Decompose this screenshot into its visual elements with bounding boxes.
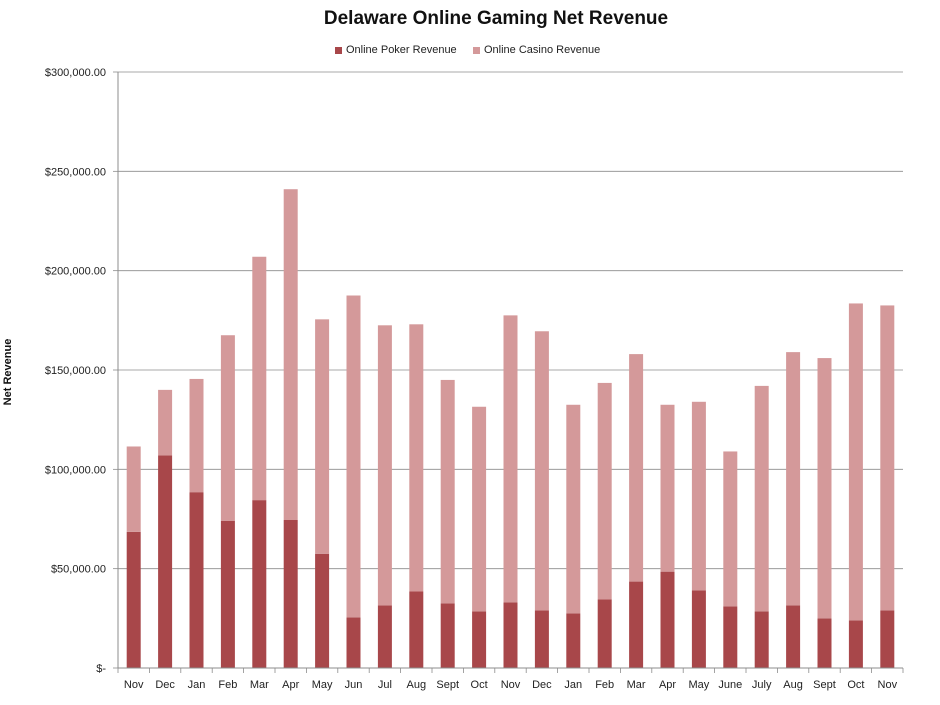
bar-casino — [252, 256, 267, 501]
x-tick-label: Jun — [345, 679, 363, 691]
bar-casino — [534, 331, 549, 611]
x-tick-label: May — [689, 679, 710, 691]
bar-casino — [597, 382, 612, 600]
x-tick-label: Aug — [783, 679, 803, 691]
bar-poker — [409, 591, 424, 668]
bar-poker — [880, 610, 895, 668]
bar-poker — [786, 605, 801, 668]
y-tick-label: $50,000.00 — [51, 564, 106, 576]
bar-casino — [126, 446, 141, 532]
bar-poker — [346, 617, 361, 668]
x-tick-label: Jan — [188, 679, 206, 691]
x-tick-label: Mar — [250, 679, 269, 691]
x-tick-label: Dec — [532, 679, 552, 691]
bar-casino — [503, 315, 518, 603]
bar-casino — [880, 305, 895, 611]
bar-casino — [409, 324, 424, 592]
y-tick-label: $100,000.00 — [45, 464, 106, 476]
bar-poker — [723, 606, 738, 668]
bar-casino — [691, 401, 706, 591]
x-tick-label: Sept — [436, 679, 459, 691]
x-tick-label: Oct — [847, 679, 864, 691]
bars — [126, 189, 895, 668]
bar-poker — [283, 519, 298, 668]
bar-casino — [315, 319, 330, 554]
x-tick-label: May — [312, 679, 333, 691]
bar-poker — [472, 611, 487, 668]
x-tick-label: Sept — [813, 679, 836, 691]
x-tick-label: Dec — [155, 679, 175, 691]
x-tick-label: Apr — [282, 679, 299, 691]
bar-poker — [566, 613, 581, 668]
y-tick-label: $300,000.00 — [45, 67, 106, 79]
bar-casino — [158, 389, 173, 456]
x-tick-label: Oct — [471, 679, 488, 691]
bar-poker — [189, 492, 204, 668]
legend-swatch-casino — [473, 46, 480, 54]
x-tick-label: July — [752, 679, 772, 691]
bar-poker — [220, 520, 235, 668]
x-tick-label: Mar — [627, 679, 646, 691]
bar-poker — [377, 605, 392, 668]
x-tick-label: Aug — [407, 679, 427, 691]
bar-poker — [503, 602, 518, 668]
y-tick-label: $250,000.00 — [45, 166, 106, 178]
x-tick-label: Nov — [878, 679, 898, 691]
bar-casino — [786, 352, 801, 606]
legend-label-casino: Online Casino Revenue — [484, 44, 601, 56]
bar-poker — [158, 455, 173, 668]
bar-poker — [126, 531, 141, 668]
bar-poker — [691, 590, 706, 668]
bar-casino — [754, 385, 769, 612]
x-tick-label: Feb — [595, 679, 614, 691]
bar-casino — [660, 404, 675, 572]
y-tick-label: $150,000.00 — [45, 365, 106, 377]
bar-poker — [252, 500, 267, 668]
bar-casino — [189, 378, 204, 493]
bar-casino — [283, 189, 298, 520]
legend-item-casino: Online Casino Revenue — [473, 44, 600, 56]
legend-label-poker: Online Poker Revenue — [346, 44, 457, 56]
bar-casino — [723, 451, 738, 607]
bar-casino — [346, 295, 361, 618]
bar-casino — [377, 325, 392, 606]
x-tick-labels: Nov Dec Jan Feb Mar Apr May Jun Jul Aug Sept Oct Nov… — [117, 668, 904, 691]
legend-swatch-poker — [335, 46, 342, 54]
x-tick-label: June — [718, 679, 742, 691]
chart-title: Delaware Online Gaming Net Revenue — [323, 8, 669, 29]
bar-casino — [629, 354, 644, 582]
bar-casino — [440, 379, 455, 604]
bar-poker — [534, 610, 549, 668]
x-tick-label: Apr — [659, 679, 676, 691]
bar-poker — [848, 620, 863, 668]
bar-casino — [848, 303, 863, 621]
x-tick-label: Jan — [564, 679, 582, 691]
bar-poker — [629, 581, 644, 668]
x-tick-label: Nov — [501, 679, 521, 691]
bar-poker — [440, 603, 455, 668]
bar-casino — [472, 406, 487, 612]
bar-casino — [220, 335, 235, 521]
x-tick-label: Nov — [124, 679, 144, 691]
bar-poker — [754, 611, 769, 668]
bar-poker — [597, 599, 612, 668]
y-tick-label: $- — [96, 663, 106, 675]
x-tick-label: Feb — [218, 679, 237, 691]
x-tick-label: Jul — [378, 679, 392, 691]
chart-legend: Online Poker Revenue Online Casino Reven… — [0, 44, 940, 58]
bar-poker — [817, 618, 832, 668]
bar-poker — [660, 571, 675, 668]
legend-item-poker: Online Poker Revenue — [335, 44, 457, 56]
bar-casino — [817, 358, 832, 619]
y-tick-label: $200,000.00 — [45, 266, 106, 278]
y-tick-labels: $- $50,000.00 $100,000.00 $150,000.00 $200,0… — [45, 67, 118, 675]
bar-casino — [566, 404, 581, 614]
bar-poker — [315, 553, 330, 668]
